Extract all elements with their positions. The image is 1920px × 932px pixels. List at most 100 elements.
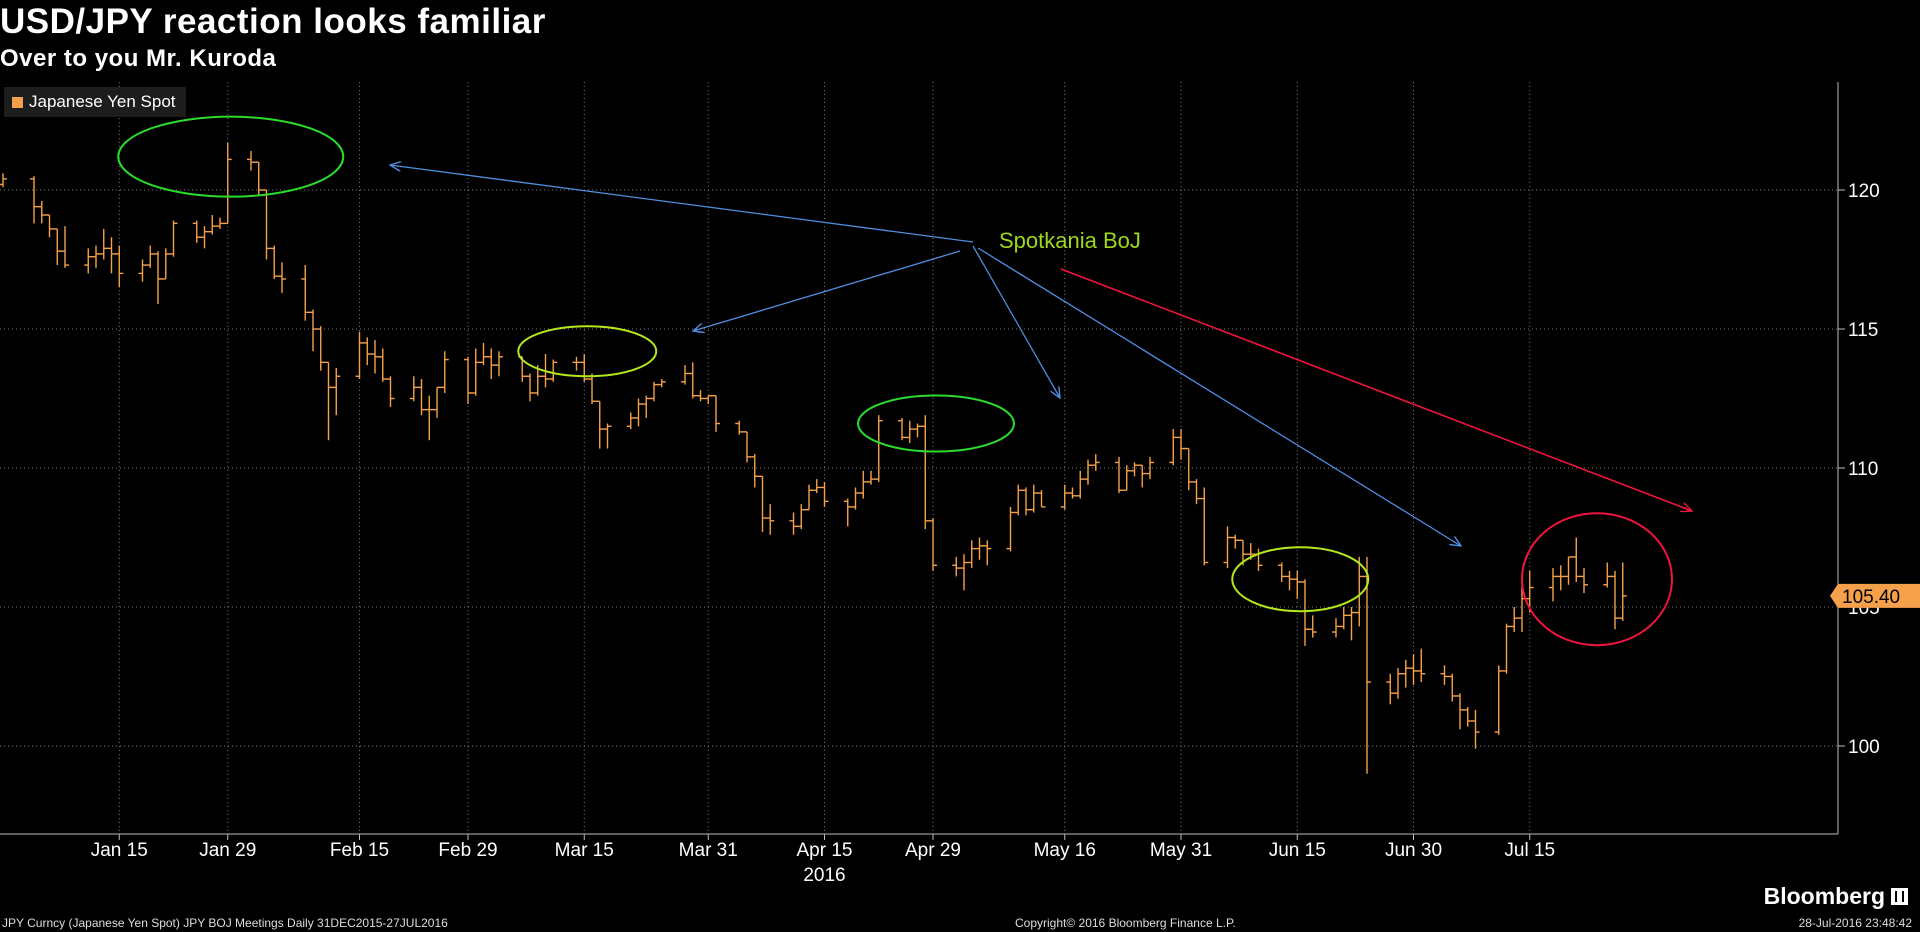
ohlc-bar	[1572, 537, 1581, 582]
ohlc-bar	[1184, 447, 1193, 491]
ohlc-bar	[1084, 459, 1092, 485]
ohlc-bar	[208, 215, 217, 235]
ohlc-bar	[1471, 709, 1480, 749]
ohlc-bar	[332, 367, 341, 416]
ohlc-bar	[61, 226, 69, 268]
ohlc-bar	[626, 412, 635, 430]
ohlc-bar	[1463, 707, 1472, 727]
ohlc-bar	[1611, 570, 1619, 630]
ohlc-bar	[433, 386, 441, 418]
ohlc-bar	[1200, 487, 1209, 566]
ohlc-bar	[874, 415, 883, 482]
ohlc-bar	[1076, 470, 1085, 499]
ohlc-bar	[1146, 456, 1154, 480]
chart-subtitle: Over to you Mr. Kuroda	[0, 45, 277, 72]
x-tick-label: Jun 30	[1385, 840, 1442, 861]
ohlc-bar	[913, 423, 922, 438]
ohlc-bar	[603, 423, 612, 449]
x-tick-label: Apr 29	[905, 840, 961, 861]
ohlc-bar	[1293, 570, 1302, 599]
ohlc-bar	[1006, 506, 1015, 552]
grid-lines	[0, 82, 1838, 834]
y-tick-label: 115	[1848, 320, 1878, 341]
ohlc-bar	[1456, 693, 1464, 730]
ohlc-bar	[1502, 623, 1511, 674]
ohlc-bar	[1347, 607, 1356, 641]
ohlc-bar	[45, 214, 54, 238]
jan-29-ellipse	[117, 115, 345, 198]
footer-copyright: Copyright© 2016 Bloomberg Finance L.P.	[1015, 916, 1236, 930]
ohlc-bar	[301, 265, 310, 321]
ohlc-bar	[440, 351, 449, 393]
annotation-markers	[117, 115, 1673, 647]
ohlc-bar	[53, 228, 62, 266]
ohlc-bar	[820, 481, 829, 507]
ohlc-bar	[316, 326, 325, 371]
ohlc-bar	[960, 554, 968, 591]
ohlc-bar	[1549, 568, 1557, 602]
ohlc-bar	[471, 348, 480, 396]
footer-security-info: JPY Curncy (Japanese Yen Spot) JPY BOJ M…	[2, 916, 448, 930]
ohlc-bar	[99, 228, 108, 260]
ohlc-bar	[146, 245, 155, 268]
ohlc-bar	[758, 475, 767, 532]
ohlc-bar	[216, 217, 224, 229]
ohlc-bar	[1440, 665, 1449, 685]
x-tick-label: Feb 29	[438, 840, 497, 861]
ohlc-bar	[1355, 556, 1364, 627]
x-year-label: 2016	[803, 865, 845, 886]
ohlc-bar	[1525, 570, 1534, 613]
ohlc-bar	[1564, 556, 1573, 585]
ohlc-bar	[30, 176, 38, 224]
ohlc-bar	[1130, 462, 1139, 477]
ohlc-bar	[766, 504, 775, 535]
blue-arrow	[390, 165, 974, 243]
ohlc-bar	[479, 342, 488, 366]
ohlc-bar	[1014, 484, 1023, 516]
ohlc-bar	[278, 262, 286, 293]
ohlc-bar	[1060, 484, 1069, 510]
legend-label: Japanese Yen Spot	[29, 92, 176, 111]
x-tick-label: May 16	[1034, 840, 1096, 861]
ohlc-bar	[657, 379, 666, 388]
ohlc-bar	[363, 337, 372, 366]
ohlc-bar	[1448, 673, 1457, 702]
ohlc-bar	[580, 354, 589, 382]
ohlc-bar	[161, 248, 170, 280]
ohlc-bar	[1169, 429, 1178, 466]
ohlc-bar	[952, 556, 961, 577]
ohlc-bar	[425, 395, 434, 441]
brand-name: Bloomberg	[1763, 883, 1885, 909]
x-tick-label: May 31	[1150, 840, 1212, 861]
ohlc-bar	[735, 420, 744, 435]
jul-27-ellipse	[1521, 512, 1673, 647]
ohlc-bar	[1115, 456, 1123, 494]
x-tick-label: Jun 15	[1269, 840, 1326, 861]
axes	[0, 82, 1839, 835]
ohlc-bar	[1556, 565, 1565, 591]
ohlc-bar	[898, 417, 906, 441]
ohlc-bar	[595, 400, 604, 449]
ohlc-bar	[867, 470, 875, 485]
footer-timestamp: 28-Jul-2016 23:48:42	[1798, 916, 1912, 930]
ohlc-bar	[1277, 562, 1286, 582]
ohlc-bar	[588, 373, 596, 405]
ohlc-bar	[905, 420, 914, 443]
ohlc-bar	[254, 161, 263, 196]
ohlc-bar	[386, 376, 395, 407]
x-tick-label: Feb 15	[330, 840, 389, 861]
ohlc-bar	[223, 142, 232, 225]
annotation-label: Spotkania BoJ	[999, 228, 1141, 253]
ohlc-bar	[1494, 665, 1503, 735]
ohlc-bar	[1091, 454, 1100, 471]
ohlc-bar	[37, 201, 46, 224]
ohlc-bar	[464, 356, 472, 405]
ohlc-bar	[797, 504, 806, 530]
x-tick-label: Jul 15	[1504, 840, 1555, 861]
ohlc-bar	[1223, 526, 1232, 569]
ohlc-bar	[642, 395, 651, 418]
ohlc-bar	[696, 390, 705, 402]
ohlc-bar	[92, 245, 100, 268]
ohlc-bar	[526, 373, 534, 402]
